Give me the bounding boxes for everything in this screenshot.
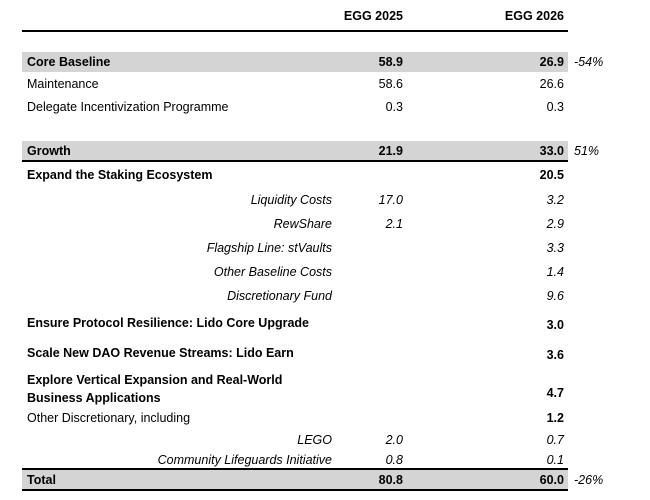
header-egg-2026: EGG 2026: [407, 0, 568, 32]
table-row-core-baseline: Core Baseline 58.9 26.9 -54%: [22, 52, 650, 72]
row-label: Total: [22, 468, 335, 492]
header-empty: [22, 0, 335, 32]
pct-change: 51%: [568, 141, 650, 161]
table-row-vertical-expansion: Explore Vertical Expansion and Real-Worl…: [22, 368, 650, 408]
header-egg-2025: EGG 2025: [335, 0, 407, 32]
table-row-dao-revenue-streams: Scale New DAO Revenue Streams: Lido Earn…: [22, 338, 650, 368]
table-row-discretionary-fund: Discretionary Fund 9.6: [22, 284, 650, 308]
value-egg-2026: 3.0: [546, 318, 564, 332]
value-egg-2026: 2.9: [546, 217, 564, 231]
value-egg-2026: 20.5: [539, 168, 564, 182]
table-row-other-discretionary: Other Discretionary, including 1.2: [22, 407, 650, 430]
table-row-liquidity-costs: Liquidity Costs 17.0 3.2: [22, 188, 650, 212]
value-egg-2026: 26.9: [407, 52, 568, 72]
row-label: Flagship Line: stVaults: [206, 241, 332, 255]
value-egg-2026: 9.6: [546, 289, 564, 303]
value-egg-2025: 58.6: [378, 76, 403, 91]
value-egg-2026: 4.7: [546, 386, 564, 401]
table-row-protocol-resilience: Ensure Protocol Resilience: Lido Core Up…: [22, 308, 650, 338]
table-row-total: Total 80.8 60.0 -26%: [22, 468, 650, 492]
table-row-community-lifeguards: Community Lifeguards Initiative 0.8 0.1: [22, 451, 650, 470]
row-label: Core Baseline: [22, 52, 335, 72]
value-egg-2025: 21.9: [335, 141, 407, 162]
table-row-lego: LEGO 2.0 0.7: [22, 429, 650, 452]
value-egg-2025: 80.8: [335, 468, 407, 492]
row-label: Liquidity Costs: [250, 193, 332, 207]
row-label: Discretionary Fund: [227, 289, 332, 303]
value-egg-2026: 3.2: [546, 193, 564, 207]
row-label: Delegate Incentivization Programme: [27, 99, 229, 114]
budget-table: EGG 2025 EGG 2026 Core Baseline 58.9 26.…: [22, 0, 650, 492]
value-egg-2026: 0.1: [546, 452, 564, 467]
row-label: Expand the Staking Ecosystem: [27, 168, 213, 182]
row-label: Maintenance: [27, 76, 99, 91]
value-egg-2026: 3.3: [546, 241, 564, 255]
row-label: Community Lifeguards Initiative: [157, 452, 332, 467]
value-egg-2026: 60.0: [407, 468, 568, 492]
row-label: Scale New DAO Revenue Streams: Lido Earn: [27, 346, 294, 360]
table-row-maintenance: Maintenance 58.6 26.6: [22, 72, 650, 95]
value-egg-2026: 3.6: [546, 348, 564, 362]
row-label: Explore Vertical Expansion and Real-Worl…: [27, 373, 283, 406]
value-egg-2026: 33.0: [407, 141, 568, 162]
row-label: Growth: [22, 141, 335, 162]
value-egg-2026: 0.7: [546, 433, 564, 448]
value-egg-2025: 2.0: [385, 433, 403, 448]
value-egg-2025: 17.0: [378, 193, 403, 207]
table-row-delegate-incentivization: Delegate Incentivization Programme 0.3 0…: [22, 95, 650, 118]
row-label: LEGO: [297, 433, 332, 448]
header-pct-empty: [568, 0, 650, 31]
pct-change: -54%: [568, 52, 650, 72]
pct-change: -26%: [568, 469, 650, 491]
table-row-flagship-stvaults: Flagship Line: stVaults 3.3: [22, 236, 650, 260]
value-egg-2025: 58.9: [335, 52, 407, 72]
table-header-row: EGG 2025 EGG 2026: [22, 0, 650, 32]
value-egg-2026: 1.2: [546, 411, 564, 426]
table-row-growth: Growth 21.9 33.0 51%: [22, 141, 650, 162]
value-egg-2026: 0.3: [546, 99, 564, 114]
value-egg-2025: 0.3: [385, 99, 403, 114]
row-label: Other Baseline Costs: [213, 265, 332, 279]
row-label: Ensure Protocol Resilience: Lido Core Up…: [27, 316, 310, 330]
row-label: Other Discretionary, including: [27, 411, 191, 426]
row-label: RewShare: [273, 217, 332, 231]
value-egg-2026: 26.6: [539, 76, 564, 91]
value-egg-2026: 1.4: [546, 265, 564, 279]
value-egg-2025: 0.8: [385, 452, 403, 467]
table-row-expand-staking: Expand the Staking Ecosystem 20.5: [22, 161, 650, 188]
value-egg-2025: 2.1: [385, 217, 403, 231]
table-row-rewshare: RewShare 2.1 2.9: [22, 212, 650, 236]
spacer: [22, 31, 650, 52]
table-row-other-baseline-costs: Other Baseline Costs 1.4: [22, 260, 650, 284]
spacer: [22, 118, 650, 141]
